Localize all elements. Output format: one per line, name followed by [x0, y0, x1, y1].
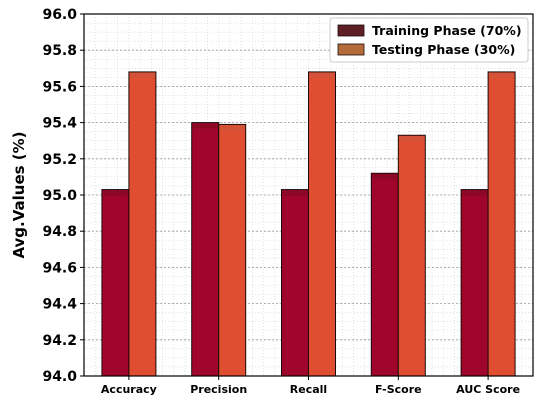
x-axis: Accuracy Precision Recall F-Score AUC Score	[101, 376, 520, 396]
bar-precision-testing	[218, 123, 247, 377]
y-axis: 94.0 94.2 94.4 94.6 94.8 95.0 95.2 95.4 95.6 95.8…	[42, 7, 84, 385]
y-tick-label: 95.6	[42, 79, 77, 95]
y-axis-label: Avg.Values (%)	[10, 131, 28, 258]
bar-recall-training	[281, 189, 309, 377]
bar-cap-shade	[462, 190, 488, 196]
bar-cap-shade	[102, 190, 128, 196]
x-tick-label: F-Score	[375, 383, 422, 396]
y-tick-label: 95.2	[42, 152, 77, 168]
legend-label-testing: Testing Phase (30%)	[372, 42, 515, 57]
y-tick-label: 95.8	[42, 43, 77, 59]
x-tick-label: Accuracy	[101, 383, 157, 396]
y-tick-label: 95.4	[42, 116, 77, 132]
y-tick-label: 95.0	[42, 188, 77, 204]
bar-cap-shade	[309, 72, 335, 78]
y-tick-label: 96.0	[42, 7, 77, 23]
y-tick-label: 94.8	[42, 224, 77, 240]
bar-cap-shade	[489, 72, 515, 78]
y-tick-label: 94.2	[42, 333, 77, 349]
legend-swatch-testing	[337, 43, 365, 56]
bar-recall-testing	[308, 71, 336, 377]
bar-cap-shade	[129, 72, 155, 78]
y-tick-label: 94.6	[42, 260, 77, 276]
bars	[101, 71, 516, 377]
bar-f-score-training	[370, 172, 399, 377]
y-tick-label: 94.0	[42, 369, 77, 385]
bar-auc-score-training	[460, 189, 489, 377]
legend: Training Phase (70%) Testing Phase (30%)	[329, 17, 529, 63]
bar-cap-shade	[372, 174, 398, 180]
bar-cap-shade	[399, 136, 425, 142]
bar-accuracy-training	[101, 189, 130, 377]
bar-auc-score-testing	[487, 71, 516, 377]
legend-swatch-training	[337, 24, 365, 37]
bar-cap-shade	[192, 123, 218, 129]
legend-box	[329, 17, 529, 63]
legend-label-training: Training Phase (70%)	[372, 23, 522, 38]
x-tick-label: Recall	[290, 383, 327, 396]
x-tick-label: Precision	[190, 383, 247, 396]
bar-accuracy-testing	[128, 71, 157, 377]
y-tick-label: 94.4	[42, 297, 77, 313]
bar-f-score-testing	[397, 134, 426, 377]
bar-precision-training	[191, 122, 220, 377]
x-tick-label: AUC Score	[456, 383, 520, 396]
bar-cap-shade	[282, 190, 308, 196]
bar-cap-shade	[219, 125, 245, 131]
